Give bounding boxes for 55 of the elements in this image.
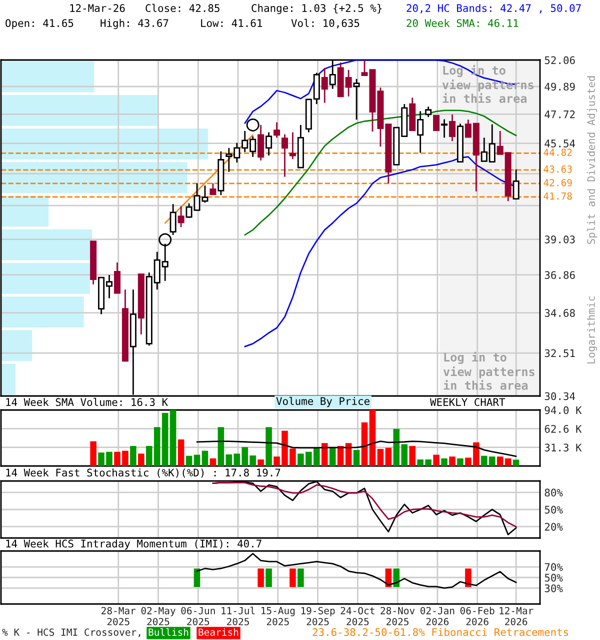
text: Vol: 10,635	[291, 18, 360, 28]
y-tick-label: 30.34	[544, 392, 576, 400]
band-label: Log in to view patterns in this area	[442, 65, 534, 103]
y-tick-label: 45.54	[544, 140, 576, 148]
x-tick-label: 15-Aug 2025	[262, 607, 295, 626]
text: 20,2 HC Bands: 42.47 , 50.07	[406, 4, 581, 14]
ref-line-label: 41.78	[544, 192, 572, 200]
y-tick-label: 52.06	[544, 56, 575, 64]
y-tick-label: 49.89	[544, 82, 575, 91]
y-tick-label: 50%	[544, 574, 563, 582]
x-tick-label: 24-Oct 2025	[340, 607, 374, 626]
text: Change: 1.03 {+2.5 %}	[252, 4, 382, 14]
ref-line-label: 44.82	[544, 148, 572, 156]
x-tick-label: 12-Mar 2026	[500, 607, 534, 626]
chart-title: 14 Week Fast Stochastic (%K)(%D) : 17.8 19.7	[6, 468, 280, 478]
y-tick-label: 80%	[544, 488, 563, 497]
chart-title: 14 Week SMA Volume: 16.3 K	[6, 398, 168, 406]
text: Bullish	[148, 628, 188, 636]
x-tick-label: 06-Jun 2025	[181, 607, 215, 626]
text: Logarithmic	[586, 296, 598, 364]
y-axis-title: Split and Dividend Adjusted	[586, 76, 598, 244]
text: 23.6-38.2-50-61.8% Fibonacci Retracements	[312, 628, 568, 636]
chart-title: 14 Week HCS Intraday Momentum (IMI): 40.7	[6, 539, 262, 550]
y-tick-label: 70%	[544, 563, 563, 572]
x-tick-label: 02-May 2025	[141, 607, 176, 626]
x-tick-label: 28-Mar 2025	[102, 607, 136, 626]
legend-title: % K - HCS IMI Crossover,	[2, 628, 140, 638]
y-tick-label: 62.6 K	[544, 424, 582, 433]
y-tick-label: 34.68	[544, 309, 575, 317]
y-tick-label: 36.86	[544, 271, 575, 279]
y-tick-label: 31.3 K	[544, 444, 582, 452]
y-tick-label: 32.51	[544, 349, 575, 358]
x-tick-label: 28-Nov 2025	[380, 607, 415, 626]
text: WEEKLY CHART	[430, 398, 506, 406]
text: Bearish	[198, 628, 238, 636]
x-tick-label: 06-Feb 2026	[460, 606, 494, 626]
y-tick-label: 39.03	[544, 236, 575, 244]
x-tick-label: 19-Sep 2025	[301, 607, 335, 626]
y-tick-label: 94.0 K	[544, 406, 582, 414]
text: 20 Week SMA: 46.11	[406, 18, 518, 28]
text: Close: 42.85	[146, 4, 220, 12]
y-tick-label: 30%	[544, 584, 563, 592]
text: Low: 41.61	[201, 19, 262, 28]
ref-line-label: 42.69	[544, 178, 572, 186]
text: Open: 41.65	[6, 19, 74, 30]
x-tick-label: 11-Jul 2025	[222, 606, 255, 626]
text: 12-Mar-26	[70, 4, 125, 12]
annotation: Log in to view patterns in this area	[443, 352, 534, 390]
y-tick-label: 20%	[544, 522, 563, 531]
text: Volume By Price	[276, 396, 370, 408]
ref-line-label: 43.63	[544, 165, 572, 173]
y-tick-label: 50%	[544, 506, 563, 514]
x-tick-label: 02-Jan 2026	[420, 607, 454, 626]
y-tick-label: 47.72	[544, 110, 575, 118]
text: High: 43.67	[100, 18, 168, 30]
